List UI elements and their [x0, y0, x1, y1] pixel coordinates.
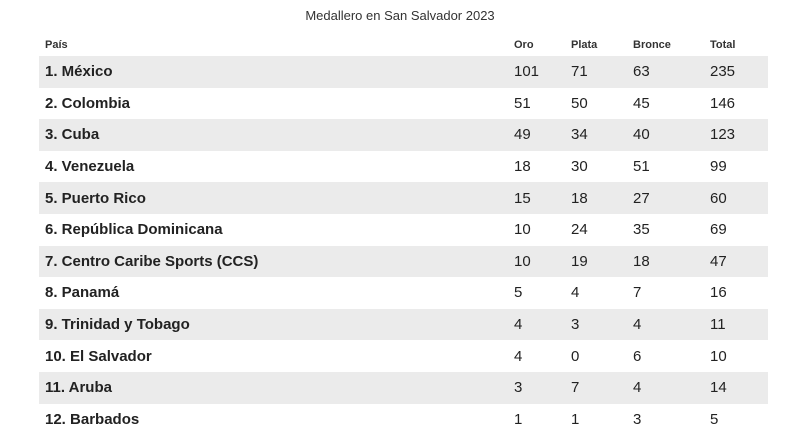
bronze-cell: 35 [633, 221, 650, 239]
table-row: 10. El Salvador 4 0 6 10 [39, 340, 768, 372]
gold-cell: 4 [514, 347, 523, 365]
header-bronze: Bronce [633, 39, 671, 51]
silver-cell: 19 [571, 252, 588, 270]
table-row: 11. Aruba 3 7 4 14 [39, 371, 768, 404]
table-row: 7. Centro Caribe Sports (CCS) 10 19 18 47 [39, 245, 768, 278]
country-cell: 2. Colombia [45, 94, 131, 112]
total-cell: 10 [710, 347, 727, 365]
country-cell: 7. Centro Caribe Sports (CCS) [45, 252, 259, 270]
silver-cell: 30 [571, 158, 588, 176]
bronze-cell: 51 [633, 158, 650, 176]
bronze-cell: 3 [633, 410, 642, 428]
total-cell: 16 [710, 284, 727, 302]
header-country: País [45, 39, 68, 51]
header-total: Total [710, 39, 736, 51]
bronze-cell: 63 [633, 63, 650, 81]
bronze-cell: 45 [633, 94, 650, 112]
table-row: 12. Barbados 1 1 3 5 [39, 404, 768, 436]
total-cell: 14 [710, 379, 727, 397]
table-body: 1. México 101 71 63 235 2. Colombia 51 50 45 146 3… [39, 56, 768, 435]
gold-cell: 5 [514, 284, 523, 302]
table-row: 6. República Dominicana 10 24 35 69 [39, 214, 768, 246]
medal-table: País Oro Plata Bronce Total 1. México 101… [39, 34, 768, 435]
table-header: País Oro Plata Bronce Total [39, 34, 768, 56]
silver-cell: 18 [571, 189, 588, 207]
country-cell: 9. Trinidad y Tobago [45, 316, 190, 334]
chart-title: Medallero en San Salvador 2023 [305, 8, 495, 23]
country-cell: 6. República Dominicana [45, 221, 223, 239]
total-cell: 5 [710, 410, 719, 428]
bronze-cell: 18 [633, 252, 650, 270]
total-cell: 69 [710, 221, 727, 239]
bronze-cell: 40 [633, 126, 650, 144]
country-cell: 4. Venezuela [45, 158, 135, 176]
table-row: 3. Cuba 49 34 40 123 [39, 119, 768, 151]
country-cell: 8. Panamá [45, 284, 120, 302]
country-cell: 1. México [45, 63, 113, 81]
total-cell: 123 [710, 126, 736, 144]
gold-cell: 1 [514, 410, 523, 428]
country-cell: 11. Aruba [45, 379, 112, 397]
gold-cell: 18 [514, 158, 531, 176]
total-cell: 11 [710, 316, 726, 334]
bronze-cell: 4 [633, 316, 642, 334]
silver-cell: 4 [571, 284, 580, 302]
total-cell: 47 [710, 252, 727, 270]
gold-cell: 49 [514, 126, 531, 144]
silver-cell: 7 [571, 379, 580, 397]
total-cell: 235 [710, 63, 736, 81]
country-cell: 12. Barbados [45, 410, 140, 428]
country-cell: 10. El Salvador [45, 347, 152, 365]
gold-cell: 10 [514, 221, 531, 239]
bronze-cell: 4 [633, 379, 642, 397]
total-cell: 60 [710, 189, 727, 207]
bronze-cell: 6 [633, 347, 642, 365]
table-row: 2. Colombia 51 50 45 146 [39, 88, 768, 120]
gold-cell: 10 [514, 252, 531, 270]
gold-cell: 3 [514, 379, 523, 397]
bronze-cell: 27 [633, 189, 650, 207]
table-row: 5. Puerto Rico 15 18 27 60 [39, 182, 768, 214]
gold-cell: 101 [514, 63, 540, 81]
silver-cell: 24 [571, 221, 588, 239]
header-gold: Oro [514, 39, 534, 51]
table-row: 1. México 101 71 63 235 [39, 56, 768, 88]
header-silver: Plata [571, 39, 598, 51]
total-cell: 146 [710, 94, 736, 112]
gold-cell: 4 [514, 316, 523, 334]
table-row: 4. Venezuela 18 30 51 99 [39, 151, 768, 183]
silver-cell: 34 [571, 126, 588, 144]
silver-cell: 3 [571, 316, 580, 334]
country-cell: 5. Puerto Rico [45, 189, 146, 207]
silver-cell: 0 [571, 347, 580, 365]
table-row: 8. Panamá 5 4 7 16 [39, 277, 768, 309]
silver-cell: 50 [571, 94, 588, 112]
gold-cell: 15 [514, 189, 531, 207]
country-cell: 3. Cuba [45, 126, 100, 144]
table-row: 9. Trinidad y Tobago 4 3 4 11 [39, 308, 768, 341]
silver-cell: 71 [571, 63, 588, 81]
silver-cell: 1 [571, 410, 580, 428]
bronze-cell: 7 [633, 284, 642, 302]
gold-cell: 51 [514, 94, 531, 112]
total-cell: 99 [710, 158, 727, 176]
